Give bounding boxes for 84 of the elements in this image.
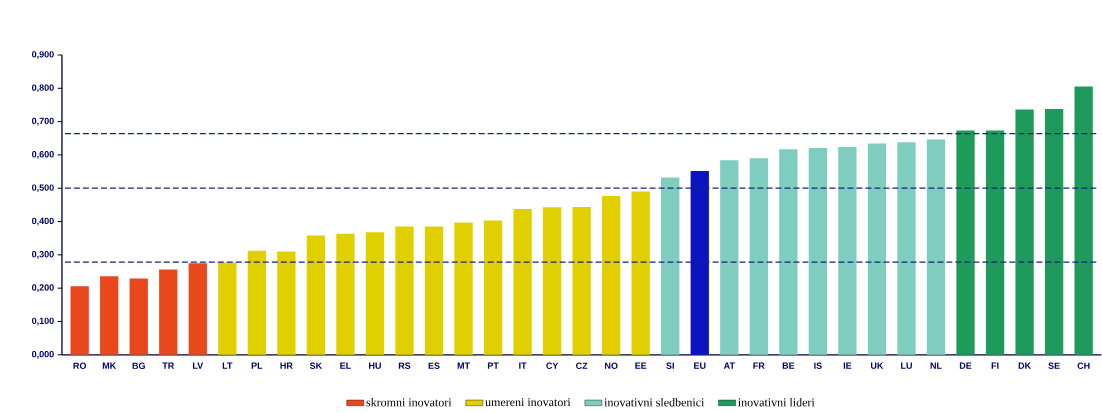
x-tick-label: LU: [901, 362, 912, 369]
y-tick-label: 0,800: [32, 84, 54, 93]
x-tick-label: AT: [723, 362, 735, 369]
bar: [277, 251, 296, 355]
x-tick-label: MK: [102, 362, 117, 369]
bar: [365, 232, 385, 355]
bar: [395, 226, 414, 355]
x-tick-label: RS: [398, 362, 411, 370]
x-tick-label: CH: [1077, 362, 1090, 370]
bar: [690, 171, 709, 355]
legend-label: inovativni lideri: [738, 398, 815, 407]
x-tick-label: IE: [843, 362, 852, 369]
x-tick-label: FR: [753, 362, 765, 369]
bar: [159, 269, 178, 355]
x-tick-label: FI: [991, 362, 999, 369]
x-tick-label: CZ: [576, 362, 588, 370]
bar: [808, 148, 828, 355]
x-tick-label: IT: [519, 362, 527, 369]
x-tick-label: TR: [162, 362, 175, 369]
x-tick-label: SE: [1048, 362, 1060, 370]
x-tick-label: PT: [487, 362, 499, 369]
bar: [956, 130, 975, 355]
y-tick-label: 0,600: [32, 151, 54, 159]
bar: [720, 160, 739, 355]
y-tick-label: 0,300: [32, 251, 54, 259]
x-tick-label: LT: [222, 362, 233, 369]
x-tick-label: IS: [814, 362, 822, 370]
x-tick-label: HU: [369, 362, 381, 369]
bar: [424, 226, 444, 355]
bar: [572, 206, 591, 355]
bar: [985, 130, 1005, 355]
bar: [247, 250, 266, 355]
bar: [926, 139, 946, 355]
bar: [779, 149, 798, 355]
x-tick-label: EE: [635, 362, 647, 369]
y-tick-label: 0,900: [32, 51, 54, 59]
bar: [188, 263, 207, 355]
y-tick-label: 0,700: [32, 117, 54, 126]
bar: [483, 220, 503, 355]
x-tick-label: ES: [428, 362, 440, 370]
x-tick-label: SK: [309, 362, 323, 370]
x-tick-label: EU: [694, 362, 706, 369]
bar: [602, 195, 621, 355]
bar: [542, 207, 562, 355]
x-tick-label: PL: [251, 362, 263, 369]
x-tick-label: UK: [870, 362, 884, 369]
y-tick-label: 0,000: [32, 351, 54, 359]
x-tick-label: DE: [959, 362, 972, 369]
x-tick-label: CY: [546, 362, 559, 370]
x-tick-label: LV: [192, 362, 204, 369]
bar: [749, 158, 768, 355]
y-tick-label: 0,100: [32, 317, 54, 326]
x-tick-label: DK: [1018, 362, 1031, 369]
bar: [70, 286, 89, 355]
x-tick-label: SI: [666, 362, 674, 370]
legend-label: umereni inovatori: [485, 398, 571, 407]
x-tick-label: BG: [132, 362, 145, 370]
y-tick-label: 0,400: [32, 217, 54, 226]
bar: [306, 235, 326, 355]
bar: [454, 222, 473, 355]
bar: [218, 262, 237, 355]
x-tick-label: BE: [782, 362, 795, 369]
bar: [1074, 86, 1093, 355]
y-tick-label: 0,200: [32, 284, 54, 293]
legend-label: inovativni sledbenici: [604, 398, 705, 407]
bar: [897, 142, 916, 355]
bar: [513, 208, 532, 355]
x-tick-label: RO: [73, 362, 87, 370]
x-tick-label: NL: [930, 362, 942, 369]
x-tick-label: HR: [280, 362, 293, 369]
bar: [838, 147, 857, 355]
x-tick-label: MT: [457, 362, 470, 369]
legend-label: skromni inovatori: [366, 398, 452, 407]
bar: [1015, 109, 1034, 355]
bar: [867, 143, 887, 355]
bar: [336, 233, 355, 355]
bar: [1044, 109, 1064, 355]
x-tick-label: NO: [605, 362, 618, 370]
bar: [100, 276, 119, 355]
bar: [129, 278, 148, 355]
y-tick-label: 0,500: [32, 184, 54, 193]
bar: [631, 191, 650, 355]
bar: [661, 177, 680, 355]
x-tick-label: EL: [340, 362, 351, 369]
